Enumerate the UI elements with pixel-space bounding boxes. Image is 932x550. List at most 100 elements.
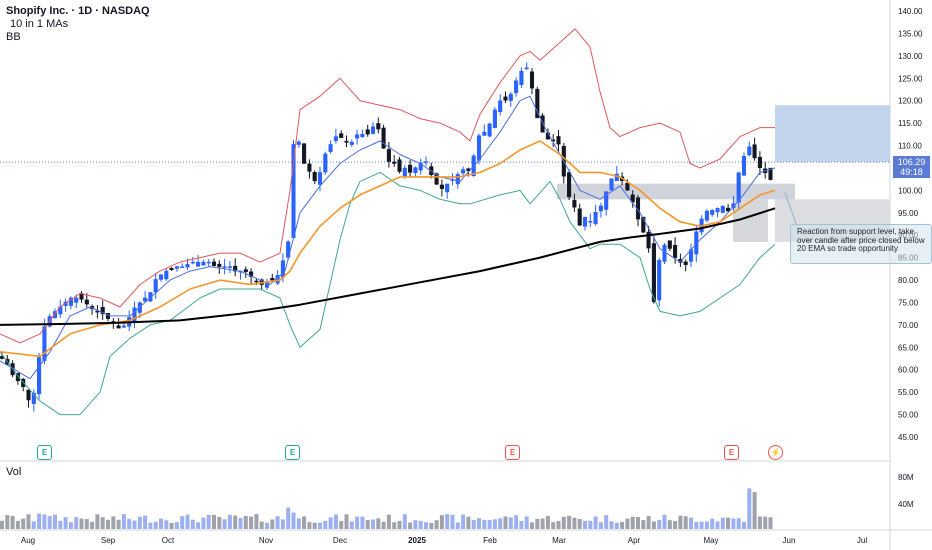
price-tick-label: 140.00 xyxy=(898,7,923,16)
volume-bar xyxy=(265,522,269,529)
volume-bar xyxy=(466,516,471,529)
candle-body xyxy=(254,280,259,283)
price-tick-label: 120.00 xyxy=(898,97,923,106)
candle-body xyxy=(296,141,301,145)
candle-body xyxy=(280,260,285,278)
candle-body xyxy=(302,143,307,164)
candle-body xyxy=(360,133,365,138)
candle-body xyxy=(476,135,482,161)
volume-bar xyxy=(641,520,646,529)
candle-body xyxy=(667,240,672,249)
ma-indicator-label[interactable]: 10 in 1 MAs xyxy=(10,18,69,30)
bb-indicator-label[interactable]: BB xyxy=(6,31,21,43)
volume-bar xyxy=(768,517,773,529)
volume-label[interactable]: Vol xyxy=(6,466,22,478)
volume-bar xyxy=(609,521,614,529)
candle-body xyxy=(185,264,190,268)
volume-bar xyxy=(710,518,715,529)
candle-body xyxy=(572,199,577,208)
symbol-title[interactable]: Shopify Inc. · 1D · NASDAQ xyxy=(6,5,150,17)
volume-bar xyxy=(545,515,550,529)
earnings-badge[interactable]: E xyxy=(724,445,739,460)
volume-bar xyxy=(355,516,360,529)
volume-bar xyxy=(249,516,254,529)
candle-body xyxy=(757,156,762,169)
candle-body xyxy=(74,297,79,303)
time-tick-label: Jun xyxy=(783,536,796,545)
ema-fast-line xyxy=(0,95,776,380)
volume-bar xyxy=(233,515,238,529)
volume-bar xyxy=(731,518,736,529)
candle-body xyxy=(423,161,429,163)
volume-bar xyxy=(307,522,312,529)
earnings-badge-label: E xyxy=(728,448,735,457)
candle-body xyxy=(498,100,503,113)
earnings-badge-label: E xyxy=(289,448,296,457)
candle-body xyxy=(201,261,206,266)
volume-bar xyxy=(190,519,195,529)
volume-bar xyxy=(461,514,466,529)
candle-body xyxy=(174,266,179,269)
candle-body xyxy=(158,274,164,280)
candle-body xyxy=(376,123,381,130)
candle-body xyxy=(153,279,158,293)
volume-bar xyxy=(79,518,84,529)
trade-note[interactable]: Reaction from support level, take over c… xyxy=(790,224,932,264)
time-tick-label: 2025 xyxy=(408,536,426,545)
volume-bar xyxy=(704,521,709,529)
candle-body xyxy=(673,244,678,258)
time-tick-label: Jul xyxy=(857,536,867,545)
candle-body xyxy=(26,389,31,401)
volume-bar xyxy=(286,507,291,529)
volume-bar xyxy=(95,514,100,529)
earnings-badge[interactable]: E xyxy=(37,445,52,460)
candle-body xyxy=(355,134,360,139)
volume-bar xyxy=(667,520,672,529)
candle-body xyxy=(317,172,323,185)
volume-bar xyxy=(450,514,455,529)
candle-body xyxy=(31,392,36,404)
volume-bar xyxy=(747,488,752,529)
candle-body xyxy=(52,311,58,319)
volume-bar xyxy=(47,516,52,529)
earnings-badge[interactable]: E xyxy=(285,445,300,460)
candle-body xyxy=(567,172,572,198)
volume-bar xyxy=(583,520,587,529)
candle-body xyxy=(227,266,232,268)
volume-bar xyxy=(736,518,741,529)
candle-body xyxy=(418,162,423,171)
dividend-lightning-icon[interactable]: ⚡ xyxy=(768,445,783,460)
volume-bar xyxy=(254,514,259,529)
candle-body xyxy=(747,146,752,156)
volume-bar xyxy=(567,515,572,529)
volume-bar xyxy=(159,518,163,529)
candle-body xyxy=(492,109,497,128)
volume-bar xyxy=(137,516,142,529)
volume-bar xyxy=(726,517,731,529)
candle-body xyxy=(482,131,487,136)
volume-bar xyxy=(291,512,296,529)
price-tick-label: 100.00 xyxy=(898,186,923,195)
volume-bar xyxy=(614,522,619,529)
volume-bar xyxy=(699,521,704,529)
candle-body xyxy=(312,172,317,182)
time-tick-label: Aug xyxy=(21,536,35,545)
volume-bar xyxy=(111,516,116,529)
volume-bar xyxy=(26,514,31,529)
candle-body xyxy=(514,80,519,94)
volume-bar xyxy=(604,515,609,529)
time-tick-label: Mar xyxy=(552,536,566,545)
candle-body xyxy=(169,267,174,270)
volume-bar xyxy=(212,514,216,529)
volume-bar xyxy=(503,516,508,529)
ema-slow-line xyxy=(0,140,776,358)
volume-bar xyxy=(540,518,545,529)
volume-bar xyxy=(673,521,678,529)
volume-bar xyxy=(127,518,132,529)
candle-body xyxy=(445,183,450,193)
candle-body xyxy=(731,203,736,208)
earnings-badge[interactable]: E xyxy=(505,445,520,460)
volume-bar xyxy=(763,516,768,529)
volume-tick-label: 80M xyxy=(898,473,914,482)
